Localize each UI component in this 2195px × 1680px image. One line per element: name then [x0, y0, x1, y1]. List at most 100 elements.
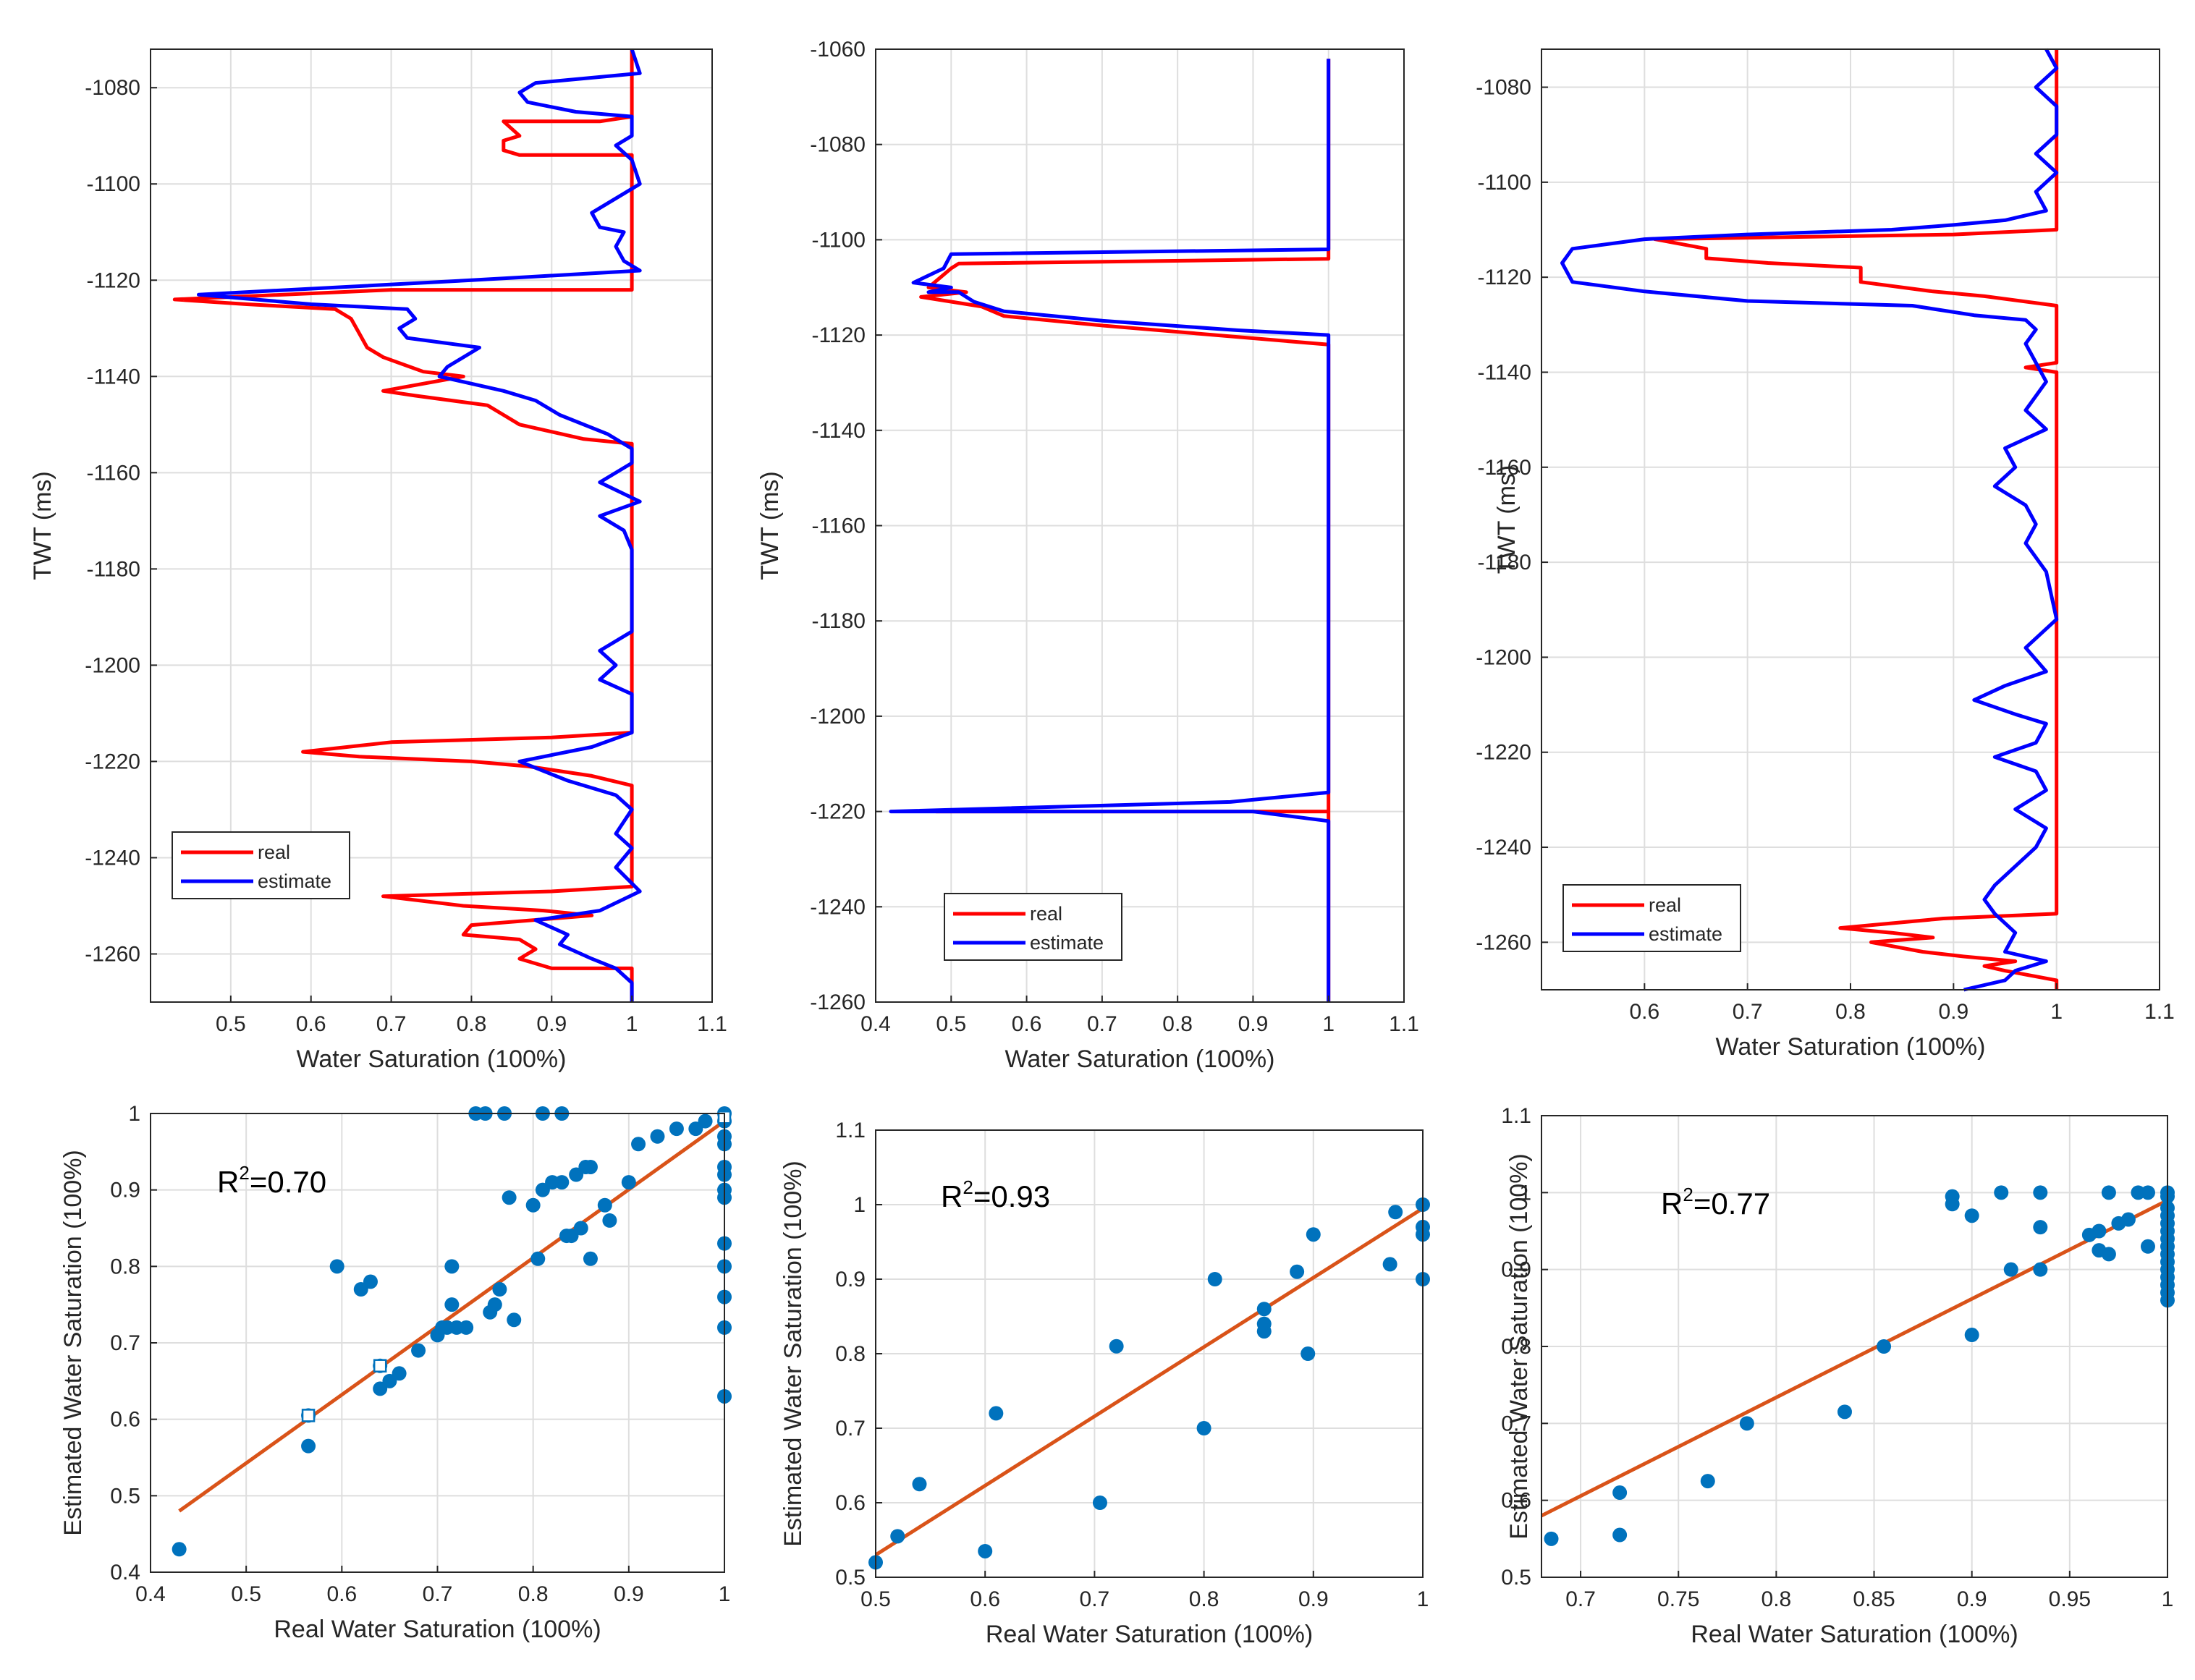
bottom-left-y-tick-label: 0.7 [110, 1331, 140, 1355]
bottom-right-y-tick-label: 1.1 [1501, 1104, 1531, 1128]
top-left-y-tick-label: -1100 [86, 172, 140, 196]
bottom-right-data-point [1700, 1474, 1715, 1489]
bottom-right-data-point [2101, 1185, 2116, 1200]
bottom-left-axes-frame [150, 1113, 725, 1573]
bottom-right-data-point [2033, 1185, 2048, 1200]
bottom-middle-data-point [1388, 1205, 1403, 1220]
bottom-middle-x-tick-label: 0.5 [860, 1587, 891, 1611]
top-middle-legend-label-real: real [1030, 903, 1062, 925]
bottom-left-highlight-marker [301, 1409, 316, 1422]
bottom-left-x-tick-label: 0.8 [518, 1582, 549, 1606]
top-left-y-tick-label: -1080 [85, 76, 140, 100]
top-middle-y-tick-label: -1180 [811, 609, 866, 633]
top-right-y-axis-label: TWT (ms) [1493, 465, 1521, 574]
top-right-y-tick-label: -1200 [1476, 645, 1531, 669]
top-middle-y-tick-label: -1220 [810, 800, 866, 824]
top-right-axes-frame [1541, 48, 2160, 990]
top-right-estimate-series-line [1560, 48, 2059, 992]
bottom-right-x-axis-label: Real Water Saturation (100%) [1691, 1621, 2018, 1648]
bottom-right-x-tick-label: 0.75 [1657, 1587, 1699, 1611]
bottom-middle-data-point [1207, 1272, 1222, 1286]
bottom-middle-data-point [912, 1477, 927, 1492]
bottom-left-data-point [525, 1197, 541, 1213]
top-middle-y-tick-label: -1140 [811, 419, 866, 443]
top-middle-x-tick-label: 1.1 [1389, 1012, 1419, 1036]
bottom-left-x-tick-label: 0.9 [614, 1582, 644, 1606]
bottom-right-data-point [1877, 1339, 1892, 1354]
bottom-left-data-point [459, 1320, 474, 1335]
bottom-middle-data-point [978, 1543, 993, 1558]
top-middle-legend-box [944, 893, 1122, 961]
top-right-y-tick-label: -1100 [1477, 171, 1531, 195]
bottom-middle-data-point [989, 1406, 1004, 1421]
bottom-right-y-tick-label: 0.6 [1501, 1489, 1531, 1513]
bottom-left-x-tick-label: 0.4 [135, 1582, 166, 1606]
bottom-left-data-point [329, 1259, 344, 1274]
bottom-right-x-tick-label: 0.95 [2049, 1587, 2091, 1611]
bottom-right-y-tick-label: 0.8 [1501, 1335, 1531, 1359]
bottom-middle-y-tick-label: 0.7 [835, 1417, 866, 1441]
top-right-x-tick-label: 0.7 [1733, 1000, 1763, 1024]
bottom-right-data-point [2003, 1262, 2018, 1277]
top-left-y-tick-label: -1120 [86, 268, 140, 292]
top-middle-y-tick-label: -1120 [811, 323, 866, 347]
bottom-left-data-point [411, 1343, 426, 1358]
bottom-right-x-tick-label: 0.7 [1565, 1587, 1596, 1611]
top-middle-x-tick-label: 1 [1322, 1012, 1335, 1036]
top-middle-x-tick-label: 0.9 [1238, 1012, 1269, 1036]
bottom-right-y-tick-label: 0.7 [1501, 1412, 1531, 1435]
bottom-right-x-tick-label: 1 [2162, 1587, 2174, 1611]
bottom-middle-x-tick-label: 0.8 [1189, 1587, 1219, 1611]
bottom-left-x-tick-label: 0.5 [231, 1582, 261, 1606]
top-right-x-tick-label: 1 [2050, 1000, 2063, 1024]
top-right-y-tick-label: -1260 [1476, 930, 1531, 954]
bottom-right-data-point [2033, 1220, 2048, 1235]
bottom-middle-axes-frame [875, 1129, 1424, 1578]
bottom-left-x-tick-label: 0.7 [423, 1582, 453, 1606]
bottom-left-data-point [621, 1175, 636, 1190]
bottom-left-data-point [583, 1251, 598, 1266]
bottom-middle-data-point [890, 1529, 905, 1544]
bottom-middle-data-point [1256, 1316, 1272, 1331]
top-left-x-tick-label: 0.6 [296, 1012, 326, 1036]
bottom-left-data-point [172, 1542, 187, 1557]
top-left-x-tick-label: 0.7 [376, 1012, 407, 1036]
bottom-right-data-point [2140, 1239, 2155, 1254]
top-middle-y-tick-label: -1080 [810, 133, 866, 157]
top-middle-y-tick-label: -1240 [810, 895, 866, 919]
top-left-x-tick-label: 0.5 [216, 1012, 246, 1036]
bottom-middle-x-tick-label: 0.9 [1298, 1587, 1329, 1611]
bottom-left-data-point [530, 1251, 546, 1266]
top-middle-x-tick-label: 0.4 [860, 1012, 891, 1036]
bottom-right-data-point [2101, 1247, 2116, 1262]
bottom-right-data-point [1837, 1404, 1852, 1420]
text-layer: 0.5 0.6 0.7 0.8 0.9 1 1.1 -1260 -1240 -1220 -1200 -… [29, 38, 2175, 1648]
bottom-left-y-tick-label: 0.8 [110, 1255, 140, 1278]
top-left-legend-box [172, 831, 350, 899]
bottom-left-y-tick-label: 0.4 [110, 1561, 140, 1584]
bottom-middle-y-tick-label: 0.9 [835, 1268, 866, 1291]
bottom-left-x-tick-label: 0.6 [326, 1582, 357, 1606]
bottom-left-data-point [487, 1297, 502, 1312]
bottom-left-data-point [583, 1159, 598, 1174]
top-middle-estimate-series-line [889, 59, 1331, 1002]
bottom-right-data-point [1612, 1485, 1628, 1501]
bottom-left-highlight-marker [373, 1359, 387, 1373]
bottom-middle-y-axis-label: Estimated Water Saturation (100%) [779, 1161, 807, 1547]
top-left-estimate-series-line [197, 48, 642, 1002]
bottom-left-x-tick-label: 1 [719, 1582, 731, 1606]
bottom-left-data-point [597, 1197, 612, 1213]
top-middle-y-axis-label: TWT (ms) [756, 471, 784, 580]
bottom-middle-data-point [1256, 1302, 1272, 1317]
top-middle-x-tick-label: 0.8 [1162, 1012, 1193, 1036]
bottom-middle-data-point [1092, 1496, 1107, 1510]
top-right-y-tick-label: -1160 [1477, 456, 1531, 480]
top-right-legend-label-estimate: estimate [1649, 923, 1722, 945]
bottom-middle-y-tick-label: 1 [853, 1193, 866, 1217]
top-right-x-axis-label: Water Saturation (100%) [1716, 1033, 1986, 1061]
top-right-legend-box [1562, 884, 1741, 952]
bottom-left-y-tick-label: 0.5 [110, 1484, 140, 1508]
bottom-left-data-point [444, 1297, 460, 1312]
top-right-x-tick-label: 0.6 [1629, 1000, 1659, 1024]
